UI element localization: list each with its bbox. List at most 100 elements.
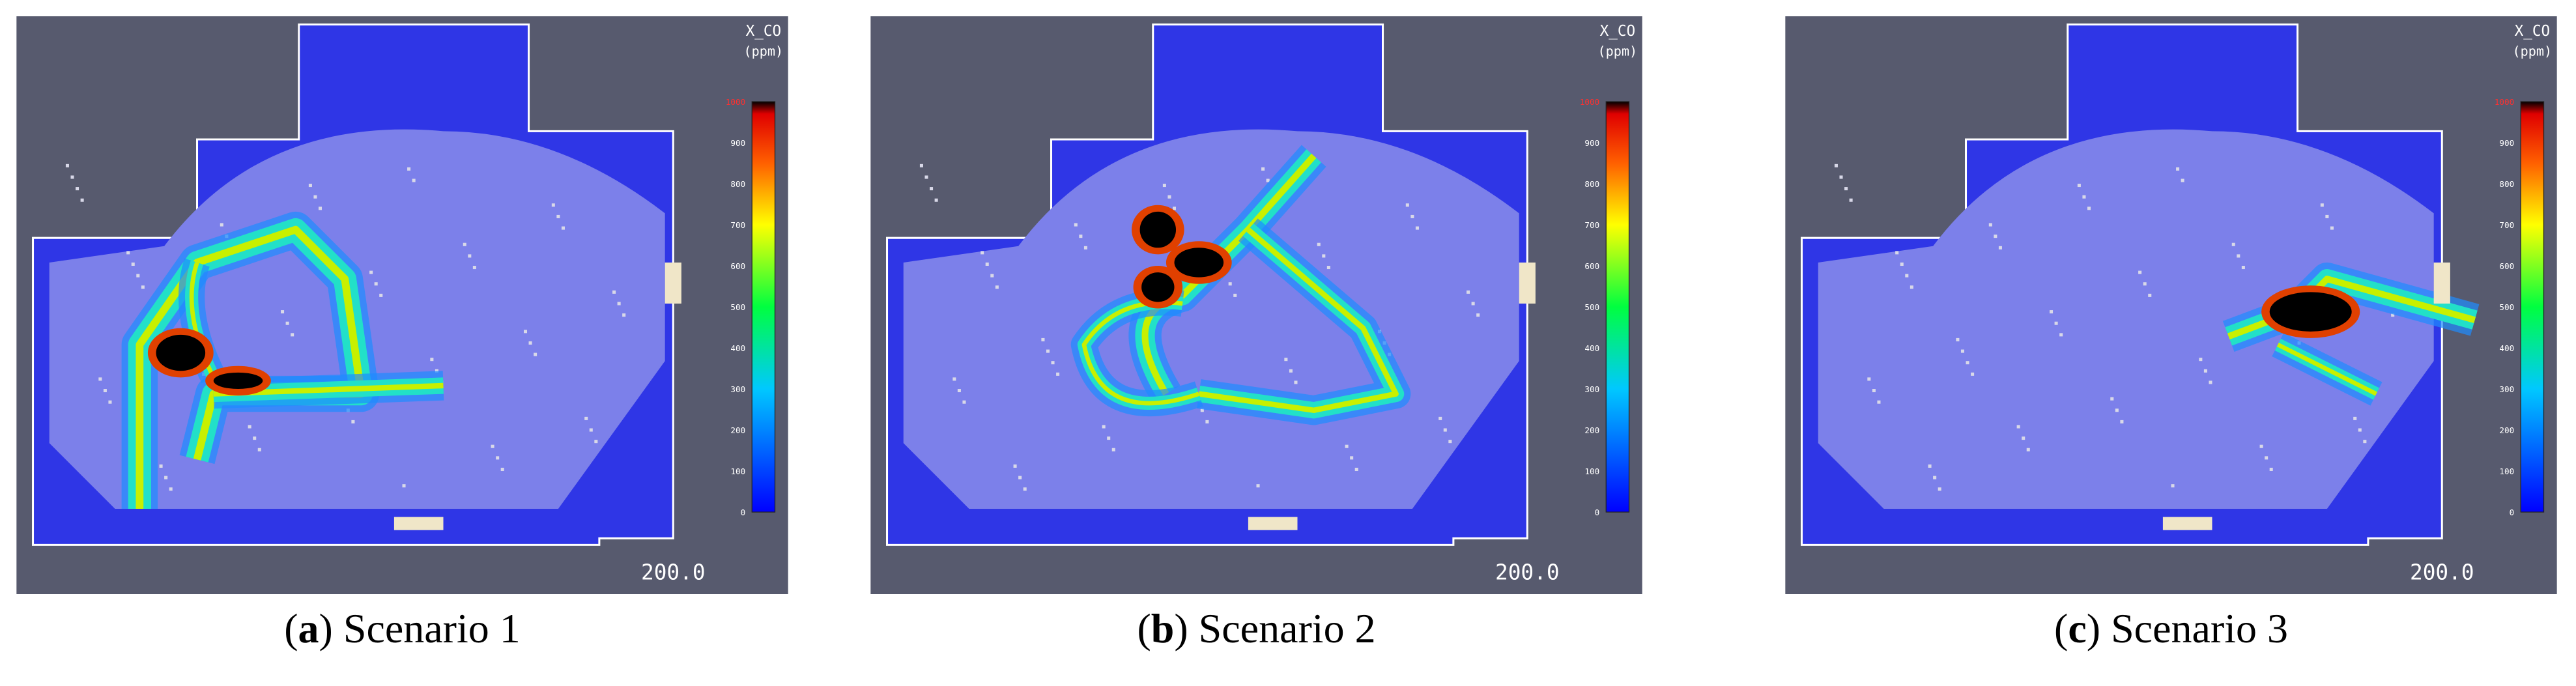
fixture — [1228, 282, 1232, 286]
fixture — [159, 464, 163, 468]
caption: (a) Scenario 1 — [284, 605, 521, 651]
fixture — [2115, 408, 2119, 412]
fixture — [1998, 246, 2002, 250]
fixture — [990, 274, 994, 278]
colorbar-tick: 500 — [1584, 302, 1599, 312]
colorbar-max: 1000 — [2495, 97, 2514, 107]
caption-text: Scenario 1 — [343, 605, 521, 651]
colorbar-tick: 300 — [730, 384, 745, 394]
fixture — [1448, 440, 1452, 444]
fixture — [957, 389, 961, 393]
fixture — [1839, 175, 1843, 179]
fixture — [285, 321, 289, 325]
fixture — [1438, 416, 1442, 420]
colorbar-unit: (ppm) — [1598, 43, 1638, 59]
colorbar-title: X_CO — [746, 23, 782, 40]
fixture — [1956, 337, 1960, 341]
colorbar-tick: 800 — [730, 179, 745, 189]
colorbar-unit: (ppm) — [2513, 43, 2553, 59]
colorbar-tick: 500 — [730, 302, 745, 312]
fixture — [2269, 467, 2273, 472]
exit — [1519, 262, 1536, 304]
colorbar-tick: 300 — [1584, 384, 1599, 394]
fixture — [2241, 266, 2245, 270]
fixture — [253, 436, 257, 440]
fixture — [1261, 167, 1265, 171]
fixture — [1013, 464, 1017, 468]
colorbar-tick: 300 — [2499, 384, 2514, 394]
fixture — [1167, 195, 1171, 199]
fixture — [2237, 254, 2240, 258]
fixture — [561, 226, 565, 230]
fixture — [1849, 198, 1853, 202]
fixture — [930, 187, 934, 191]
fixture — [1056, 372, 1060, 376]
exit — [1248, 517, 1298, 530]
fixture — [1971, 372, 1975, 376]
caption-text: Scenario 2 — [1198, 605, 1376, 651]
fixture — [1872, 389, 1876, 393]
colorbar-tick: 200 — [1584, 425, 1599, 435]
fixture — [2138, 270, 2142, 274]
fixture — [2353, 416, 2357, 420]
exit — [394, 517, 444, 530]
fixture — [1051, 361, 1055, 365]
fixture — [589, 428, 593, 432]
fixture — [952, 377, 956, 381]
fixture — [1041, 337, 1045, 341]
colorbar-tick: 0 — [1595, 507, 1600, 517]
fire-zone — [213, 372, 263, 390]
colorbar-tick: 200 — [730, 425, 745, 435]
colorbar-tick: 600 — [1584, 261, 1599, 271]
fixture — [308, 184, 312, 188]
fixture — [103, 389, 107, 393]
caption-label: b — [1151, 605, 1175, 651]
fixture — [2120, 420, 2124, 423]
colorbar-unit: (ppm) — [744, 43, 784, 59]
fixture — [556, 214, 560, 218]
colorbar-max: 1000 — [1580, 97, 1599, 107]
colorbar-tick: 400 — [2499, 343, 2514, 353]
fixture — [131, 262, 135, 266]
fixture — [1476, 313, 1480, 317]
fixture — [2022, 436, 2025, 440]
fixture — [985, 262, 989, 266]
simulation-panel: X_CO (ppm) 1000 0 100 200 300 400 500 600 700 800 90… — [1785, 16, 2557, 594]
fixture — [76, 187, 79, 191]
fixture — [248, 425, 251, 429]
time-label: 200.0 — [2410, 560, 2474, 584]
fixture — [2171, 484, 2175, 488]
fixture — [1834, 164, 1838, 167]
fixture — [622, 313, 626, 317]
fixture — [412, 179, 416, 182]
fixture — [136, 274, 140, 278]
fixture — [2231, 242, 2235, 246]
colorbar-tick: 600 — [730, 261, 745, 271]
fixture — [407, 167, 411, 171]
fixture — [2358, 428, 2362, 432]
fixture — [1162, 184, 1166, 188]
caption: (b) Scenario 2 — [1137, 605, 1376, 651]
time-label: 200.0 — [1495, 560, 1560, 584]
fixture — [220, 223, 223, 227]
fixture — [1266, 179, 1270, 182]
fixture — [594, 440, 598, 444]
fixture — [463, 242, 466, 246]
colorbar-tick: 400 — [730, 343, 745, 353]
fixture — [1107, 436, 1111, 440]
caption-label: c — [2068, 605, 2087, 651]
fire-zone — [156, 334, 206, 371]
fixture — [126, 251, 130, 255]
fixture — [612, 290, 616, 294]
fixture — [98, 377, 102, 381]
fixture — [1928, 464, 1932, 468]
fixture — [2265, 456, 2268, 460]
fixture — [2320, 203, 2324, 207]
time-label: 200.0 — [641, 560, 706, 584]
fixture — [1284, 358, 1288, 362]
fixture — [534, 352, 537, 356]
fixture — [1205, 420, 1209, 423]
fixture — [2391, 313, 2395, 317]
colorbar-tick: 700 — [1584, 220, 1599, 230]
fixture — [2176, 167, 2180, 171]
